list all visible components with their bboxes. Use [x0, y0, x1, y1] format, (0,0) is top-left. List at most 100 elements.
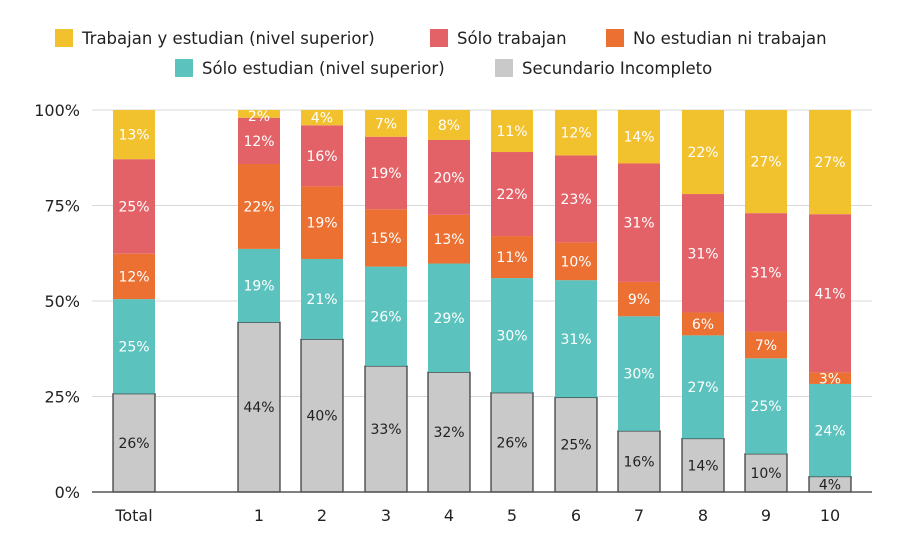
bar-segment [113, 159, 155, 254]
bar-segment [428, 139, 470, 215]
x-tick-label: 7 [634, 506, 644, 525]
data-label: 19% [243, 279, 274, 295]
data-label: 31% [750, 265, 781, 281]
data-label: 24% [814, 423, 845, 439]
data-label: 32% [433, 425, 464, 441]
legend-label: Secundario Incompleto [522, 59, 712, 78]
data-label: 2% [248, 109, 270, 125]
bar-segment [113, 253, 155, 300]
y-tick-label: 25% [44, 388, 80, 407]
bar-segment [301, 125, 343, 187]
bar-segment [364, 365, 408, 493]
bar-segment [365, 110, 407, 137]
bar-segment [618, 110, 660, 164]
legend-swatch [55, 29, 73, 47]
x-tick-label: Total [114, 506, 152, 525]
data-label: 3% [819, 371, 841, 387]
data-label: 29% [433, 311, 464, 327]
bar-segment [491, 152, 533, 237]
bar-segment [428, 214, 470, 264]
bar-segment [682, 335, 724, 439]
data-label: 26% [370, 309, 401, 325]
data-label: 44% [243, 400, 274, 416]
bar-segment [555, 280, 597, 398]
bar-segment [745, 110, 787, 214]
data-label: 25% [750, 399, 781, 415]
data-label: 11% [496, 250, 527, 266]
data-label: 21% [306, 292, 337, 308]
y-tick-label: 0% [55, 483, 80, 502]
bar-segment [682, 194, 724, 313]
data-label: 14% [623, 130, 654, 146]
data-label: 41% [814, 286, 845, 302]
data-label: 12% [118, 269, 149, 285]
x-tick-label: 1 [254, 506, 264, 525]
data-label: 16% [306, 149, 337, 165]
data-label: 33% [370, 422, 401, 438]
x-tick-label: 3 [381, 506, 391, 525]
data-label: 4% [819, 477, 841, 493]
bar-segment [555, 155, 597, 243]
bar-segment [681, 437, 725, 493]
y-tick-label: 75% [44, 197, 80, 216]
data-label: 25% [118, 199, 149, 215]
bar-segment [428, 263, 470, 373]
data-label: 26% [496, 435, 527, 451]
data-label: 40% [306, 409, 337, 425]
x-tick-label: 2 [317, 506, 327, 525]
data-label: 10% [560, 254, 591, 270]
bar-segment [745, 358, 787, 454]
data-label: 23% [560, 192, 591, 208]
bar-segment [745, 213, 787, 332]
bar-segment [682, 312, 724, 336]
bar-segment [490, 392, 534, 493]
bar-segment [555, 110, 597, 156]
data-label: 27% [814, 155, 845, 171]
bar-segment [301, 110, 343, 126]
bar-segment [238, 248, 280, 323]
bar-segment [238, 110, 280, 118]
legend-swatch [606, 29, 624, 47]
bar-segment [809, 383, 851, 477]
legend-label: Sólo trabajan [457, 29, 567, 48]
legend-swatch [495, 59, 513, 77]
data-label: 20% [433, 170, 464, 186]
bar-segment [745, 331, 787, 359]
legend-label: Trabajan y estudian (nivel superior) [81, 29, 375, 48]
data-label: 12% [243, 134, 274, 150]
bar-segment [682, 110, 724, 195]
bar-segment [618, 163, 660, 282]
data-label: 9% [628, 292, 650, 308]
data-label: 8% [438, 118, 460, 134]
bar-segment [809, 214, 851, 373]
bar-segment [238, 164, 280, 249]
bar-segment [301, 258, 343, 340]
data-label: 19% [306, 216, 337, 232]
data-label: 14% [687, 458, 718, 474]
data-label: 16% [623, 454, 654, 470]
bar-segment [618, 281, 660, 317]
data-label: 30% [496, 328, 527, 344]
bar-segment [491, 236, 533, 279]
x-tick-label: 10 [820, 506, 840, 525]
data-label: 19% [370, 166, 401, 182]
x-tick-label: 5 [507, 506, 517, 525]
bar-segment [809, 110, 851, 215]
x-tick-label: 6 [571, 506, 581, 525]
bar-segment [112, 393, 156, 493]
data-label: 13% [118, 128, 149, 144]
bar-segment [365, 266, 407, 366]
data-label: 22% [496, 187, 527, 203]
bar-segment [365, 136, 407, 210]
data-label: 22% [243, 199, 274, 215]
bar-segment [365, 209, 407, 267]
data-label: 30% [623, 367, 654, 383]
data-label: 27% [687, 380, 718, 396]
legend-swatch [175, 59, 193, 77]
data-label: 31% [560, 332, 591, 348]
data-label: 7% [375, 116, 397, 132]
data-label: 25% [118, 339, 149, 355]
data-label: 15% [370, 231, 401, 247]
data-label: 22% [687, 145, 718, 161]
